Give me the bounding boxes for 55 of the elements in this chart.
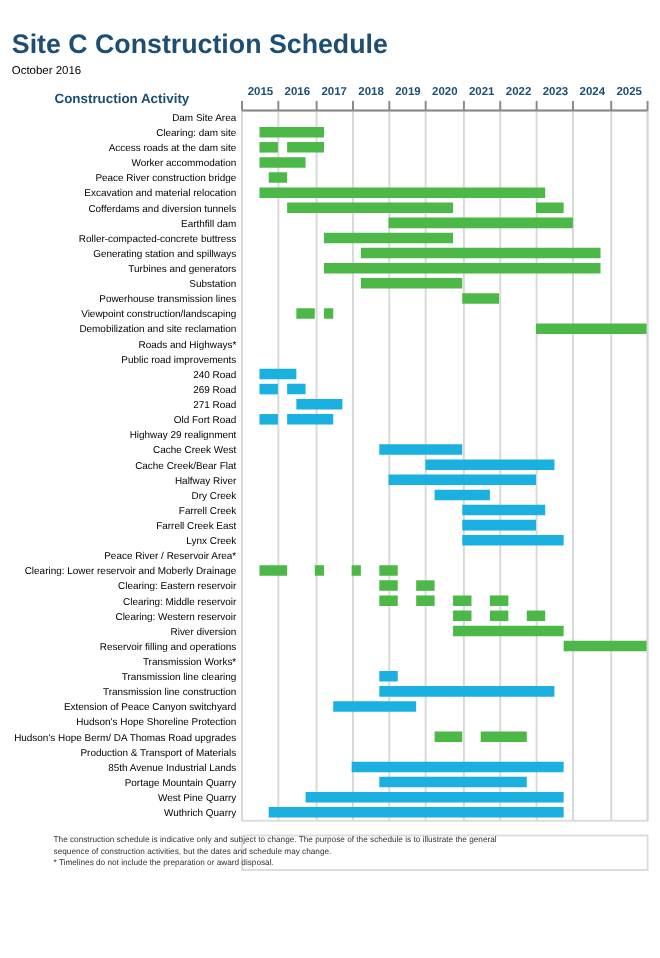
bar (324, 308, 334, 319)
bar (314, 565, 324, 576)
bar (268, 172, 288, 183)
bar (379, 776, 527, 788)
bar (268, 807, 564, 818)
bar (434, 489, 490, 501)
bar (324, 262, 601, 274)
bar (259, 565, 288, 576)
bar (388, 217, 573, 229)
bar (296, 308, 315, 319)
bar (379, 595, 398, 606)
bar (489, 595, 509, 606)
bar (379, 686, 555, 697)
chart-title: Site C Construction Schedule (11, 29, 388, 60)
bar (259, 187, 546, 198)
bar (333, 701, 417, 712)
bar (296, 398, 343, 410)
bar (259, 368, 297, 380)
bar (259, 414, 278, 425)
bar (351, 761, 564, 773)
bar (462, 293, 500, 304)
bar (434, 731, 463, 742)
bar (453, 595, 472, 606)
bar (360, 278, 463, 289)
bar (379, 671, 398, 682)
bar (287, 383, 306, 395)
bar (388, 474, 536, 486)
bar (259, 126, 324, 138)
bar (351, 565, 361, 576)
bar (489, 610, 509, 622)
bar (563, 640, 647, 652)
bar (526, 610, 546, 622)
bar (305, 791, 564, 803)
bar (480, 731, 527, 742)
bar (425, 459, 555, 470)
bar (536, 202, 564, 214)
bar (379, 565, 398, 576)
bar (462, 534, 564, 546)
bar (453, 625, 564, 637)
bar (416, 580, 435, 591)
bar (536, 323, 647, 334)
bar (287, 414, 334, 425)
bar (324, 232, 454, 244)
bar (287, 142, 324, 153)
bar (379, 444, 463, 455)
bar (453, 610, 472, 622)
bar (259, 142, 278, 153)
bar (259, 157, 306, 168)
bar (360, 247, 601, 259)
bar (462, 504, 546, 516)
bar (259, 383, 278, 395)
bar (287, 202, 454, 214)
bar (462, 519, 536, 531)
bar (379, 580, 398, 591)
bar (416, 595, 435, 606)
